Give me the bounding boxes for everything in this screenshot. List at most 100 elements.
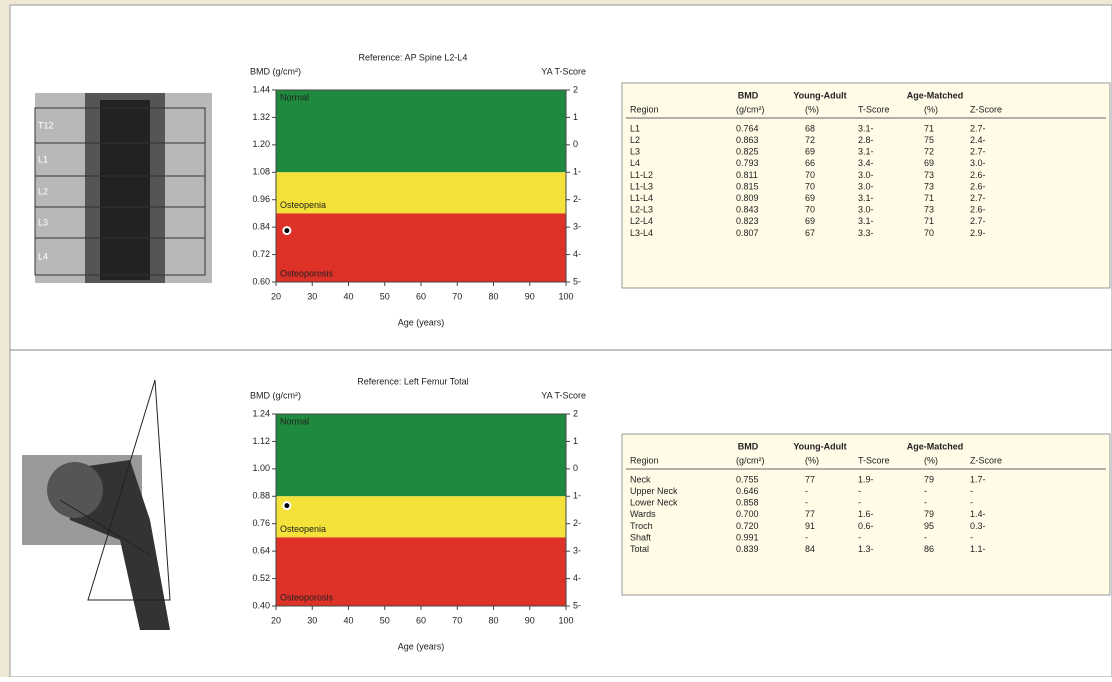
y-tick-label: 1.08 bbox=[252, 167, 270, 177]
patient-point bbox=[283, 227, 290, 234]
table-cell: 77 bbox=[805, 509, 815, 519]
x-tick-label: 60 bbox=[416, 291, 426, 301]
x-tick-label: 70 bbox=[452, 291, 462, 301]
spine-xray bbox=[35, 93, 212, 283]
table-cell: 69 bbox=[805, 147, 815, 157]
y2-tick-label: 1- bbox=[573, 491, 581, 501]
table-cell: - bbox=[970, 532, 973, 542]
y2-tick-label: 2 bbox=[573, 408, 578, 418]
y2-axis-label: YA T-Score bbox=[541, 66, 586, 76]
table-column-header: Z-Score bbox=[970, 104, 1002, 114]
table-cell: 3.1- bbox=[858, 216, 874, 226]
y-tick-label: 1.44 bbox=[252, 84, 270, 94]
table-cell: 73 bbox=[924, 170, 934, 180]
y-tick-label: 0.96 bbox=[252, 194, 270, 204]
table-cell: L1-L4 bbox=[630, 193, 653, 203]
table-cell: Troch bbox=[630, 521, 653, 531]
table-cell: 0.839 bbox=[736, 544, 759, 554]
table-cell: 1.9- bbox=[858, 474, 874, 484]
table-cell: 71 bbox=[924, 193, 934, 203]
table-cell: 2.7- bbox=[970, 216, 986, 226]
y2-tick-label: 5- bbox=[573, 600, 581, 610]
table-cell: 0.700 bbox=[736, 509, 759, 519]
table-cell: 0.811 bbox=[736, 170, 758, 180]
y-tick-label: 1.00 bbox=[252, 463, 270, 473]
y2-tick-label: 1- bbox=[573, 167, 581, 177]
y2-tick-label: 1 bbox=[573, 436, 578, 446]
table-cell: Neck bbox=[630, 474, 651, 484]
table-cell: 66 bbox=[805, 158, 815, 168]
table-cell: 3.1- bbox=[858, 193, 874, 203]
table-cell: 3.0- bbox=[970, 158, 986, 168]
table-cell: 68 bbox=[805, 123, 815, 133]
table-cell: L2-L4 bbox=[630, 216, 653, 226]
y2-tick-label: 2- bbox=[573, 194, 581, 204]
x-tick-label: 80 bbox=[488, 615, 498, 625]
y2-tick-label: 4- bbox=[573, 249, 581, 259]
table-cell: 1.4- bbox=[970, 509, 986, 519]
y2-tick-label: 2- bbox=[573, 518, 581, 528]
vertebra-label: T12 bbox=[38, 120, 54, 130]
zone bbox=[276, 414, 566, 496]
y2-tick-label: 1 bbox=[573, 112, 578, 122]
table-group-header: Age-Matched bbox=[907, 441, 964, 451]
table-cell: - bbox=[858, 486, 861, 496]
table-cell: L1-L2 bbox=[630, 170, 653, 180]
table-cell: - bbox=[805, 498, 808, 508]
table-column-header: (%) bbox=[924, 104, 938, 114]
table-cell: 0.809 bbox=[736, 193, 759, 203]
table-cell: 71 bbox=[924, 123, 934, 133]
chart-title: Reference: Left Femur Total bbox=[357, 376, 468, 386]
x-tick-label: 20 bbox=[271, 615, 281, 625]
y2-tick-label: 5- bbox=[573, 276, 581, 286]
x-tick-label: 60 bbox=[416, 615, 426, 625]
table-column-header: (g/cm²) bbox=[736, 104, 765, 114]
table-column-header: Region bbox=[630, 455, 659, 465]
zone-label: Normal bbox=[280, 416, 309, 426]
table-cell: 77 bbox=[805, 474, 815, 484]
x-axis-label: Age (years) bbox=[398, 641, 445, 651]
x-tick-label: 50 bbox=[380, 615, 390, 625]
zone-label: Osteoporosis bbox=[280, 268, 334, 278]
table-cell: L1-L3 bbox=[630, 181, 653, 191]
vertebra-label: L1 bbox=[38, 154, 48, 164]
table-cell: 0.991 bbox=[736, 532, 759, 542]
table-cell: 70 bbox=[805, 181, 815, 191]
table-cell: 2.6- bbox=[970, 181, 986, 191]
table-column-header: T-Score bbox=[858, 104, 890, 114]
y2-tick-label: 4- bbox=[573, 573, 581, 583]
table-cell: 1.1- bbox=[970, 544, 986, 554]
table-cell: Shaft bbox=[630, 532, 652, 542]
table-cell: 69 bbox=[805, 216, 815, 226]
y-tick-label: 0.60 bbox=[252, 276, 270, 286]
table-cell: 0.815 bbox=[736, 181, 759, 191]
table-cell: 2.7- bbox=[970, 123, 986, 133]
table-cell: 72 bbox=[805, 135, 815, 145]
table-cell: 69 bbox=[805, 193, 815, 203]
zone-label: Osteopenia bbox=[280, 524, 326, 534]
x-tick-label: 30 bbox=[307, 291, 317, 301]
y2-tick-label: 0 bbox=[573, 463, 578, 473]
table-cell: Upper Neck bbox=[630, 486, 678, 496]
y-tick-label: 0.52 bbox=[252, 573, 270, 583]
table-cell: Total bbox=[630, 544, 649, 554]
table-cell: 0.3- bbox=[970, 521, 986, 531]
table-cell: 0.720 bbox=[736, 521, 759, 531]
table-cell: 1.3- bbox=[858, 544, 874, 554]
table-cell: 70 bbox=[805, 170, 815, 180]
table-cell: - bbox=[858, 532, 861, 542]
table-cell: - bbox=[970, 498, 973, 508]
table-cell: - bbox=[858, 498, 861, 508]
table-cell: Wards bbox=[630, 509, 656, 519]
x-tick-label: 80 bbox=[488, 291, 498, 301]
table-cell: 73 bbox=[924, 181, 934, 191]
x-tick-label: 90 bbox=[525, 291, 535, 301]
table-cell: L1 bbox=[630, 123, 640, 133]
table-cell: 70 bbox=[924, 228, 934, 238]
table-cell: - bbox=[805, 532, 808, 542]
table-column-header: Z-Score bbox=[970, 455, 1002, 465]
x-tick-label: 30 bbox=[307, 615, 317, 625]
x-tick-label: 40 bbox=[343, 615, 353, 625]
y2-axis-label: YA T-Score bbox=[541, 390, 586, 400]
y-tick-label: 0.76 bbox=[252, 518, 270, 528]
